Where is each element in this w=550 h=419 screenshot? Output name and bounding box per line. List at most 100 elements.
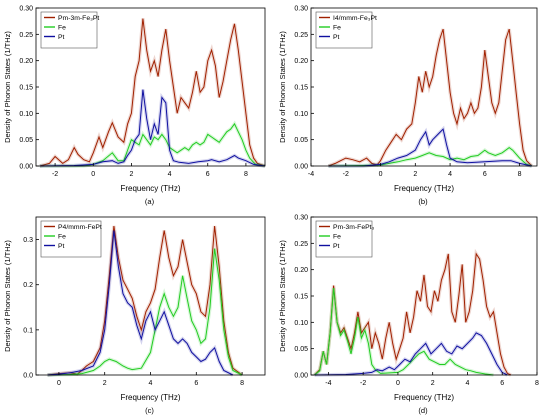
data-point: [403, 369, 404, 370]
x-tick-label: -2: [52, 171, 58, 178]
data-point: [382, 370, 383, 371]
data-point: [142, 18, 143, 19]
data-point: [109, 359, 110, 360]
data-point: [441, 280, 442, 281]
data-point: [238, 158, 239, 159]
data-point: [177, 307, 178, 308]
data-point: [100, 365, 101, 366]
series-line: [47, 248, 243, 376]
data-point: [375, 332, 376, 333]
data-point: [159, 307, 160, 308]
data-point: [83, 159, 84, 160]
data-point: [396, 359, 397, 360]
data-point: [145, 320, 146, 321]
data-point: [81, 370, 82, 371]
data-point: [488, 76, 489, 77]
x-tick-label: 4: [168, 171, 172, 178]
data-point: [74, 147, 75, 148]
data-point: [484, 150, 485, 151]
legend-label: Pm-3m-FePt₃: [333, 224, 375, 231]
data-point: [184, 147, 185, 148]
data-point: [411, 123, 412, 124]
data-point: [343, 330, 344, 331]
data-point: [146, 50, 147, 51]
data-point: [116, 361, 117, 362]
data-point: [337, 322, 338, 323]
data-point: [113, 230, 114, 231]
data-point: [93, 365, 94, 366]
data-point: [200, 343, 201, 344]
data-point: [425, 343, 426, 344]
data-point: [123, 142, 124, 143]
data-point: [462, 348, 463, 349]
y-tick-label: 0.30: [19, 6, 33, 13]
x-tick-label: 2: [103, 380, 107, 387]
data-point: [390, 142, 391, 143]
series-line: [314, 332, 508, 376]
data-point: [347, 340, 348, 341]
data-point: [380, 160, 381, 161]
data-point: [238, 131, 239, 132]
data-point: [455, 322, 456, 323]
data-point: [361, 338, 362, 339]
y-tick-label: 0.30: [294, 6, 308, 13]
data-point: [154, 60, 155, 61]
data-point: [49, 163, 50, 164]
legend: P4/mmm-FePt Fe Pt: [40, 220, 102, 258]
data-point: [371, 364, 372, 365]
data-point: [450, 359, 451, 360]
data-point: [214, 225, 215, 226]
data-point: [215, 139, 216, 140]
data-point: [150, 352, 151, 353]
data-point: [141, 368, 142, 369]
y-tick-label: 0.10: [294, 320, 308, 327]
data-point: [169, 60, 170, 61]
series-a-1: [39, 120, 266, 168]
y-tick-label: 0.30: [294, 215, 308, 222]
data-point: [354, 338, 355, 339]
data-point: [127, 150, 128, 151]
data-point: [359, 161, 360, 162]
data-point: [159, 320, 160, 321]
data-point: [77, 154, 78, 155]
x-tick-label: -4: [325, 380, 331, 387]
data-point: [462, 264, 463, 265]
data-point: [93, 152, 94, 153]
data-point: [112, 152, 113, 153]
x-tick-label: 2: [431, 380, 435, 387]
series-glow: [314, 330, 509, 377]
data-point: [432, 76, 433, 77]
data-point: [169, 150, 170, 151]
data-point: [150, 144, 151, 145]
data-point: [131, 113, 132, 114]
data-point: [113, 225, 114, 226]
data-point: [448, 253, 449, 254]
data-point: [500, 353, 501, 354]
data-point: [378, 343, 379, 344]
data-point: [164, 293, 165, 294]
data-point: [154, 136, 155, 137]
y-tick-label: 0.05: [19, 137, 33, 144]
data-point: [182, 239, 183, 240]
x-tick-label: 2: [413, 171, 417, 178]
data-point: [209, 307, 210, 308]
data-point: [123, 161, 124, 162]
y-axis-label: Density of Phonon States (1/THz): [278, 31, 287, 143]
data-point: [495, 155, 496, 156]
data-point: [249, 144, 250, 145]
data-point: [406, 159, 407, 160]
data-point: [333, 288, 334, 289]
data-point: [188, 108, 189, 109]
data-point: [491, 102, 492, 103]
data-point: [131, 150, 132, 151]
data-point: [245, 113, 246, 114]
data-point: [422, 92, 423, 93]
y-axis-label: Density of Phonon States (1/THz): [3, 240, 12, 352]
data-point: [502, 160, 503, 161]
data-point: [474, 113, 475, 114]
data-point: [200, 311, 201, 312]
data-point: [420, 139, 421, 140]
x-tick-label: 6: [500, 380, 504, 387]
y-tick-label: 0.0: [23, 373, 33, 380]
